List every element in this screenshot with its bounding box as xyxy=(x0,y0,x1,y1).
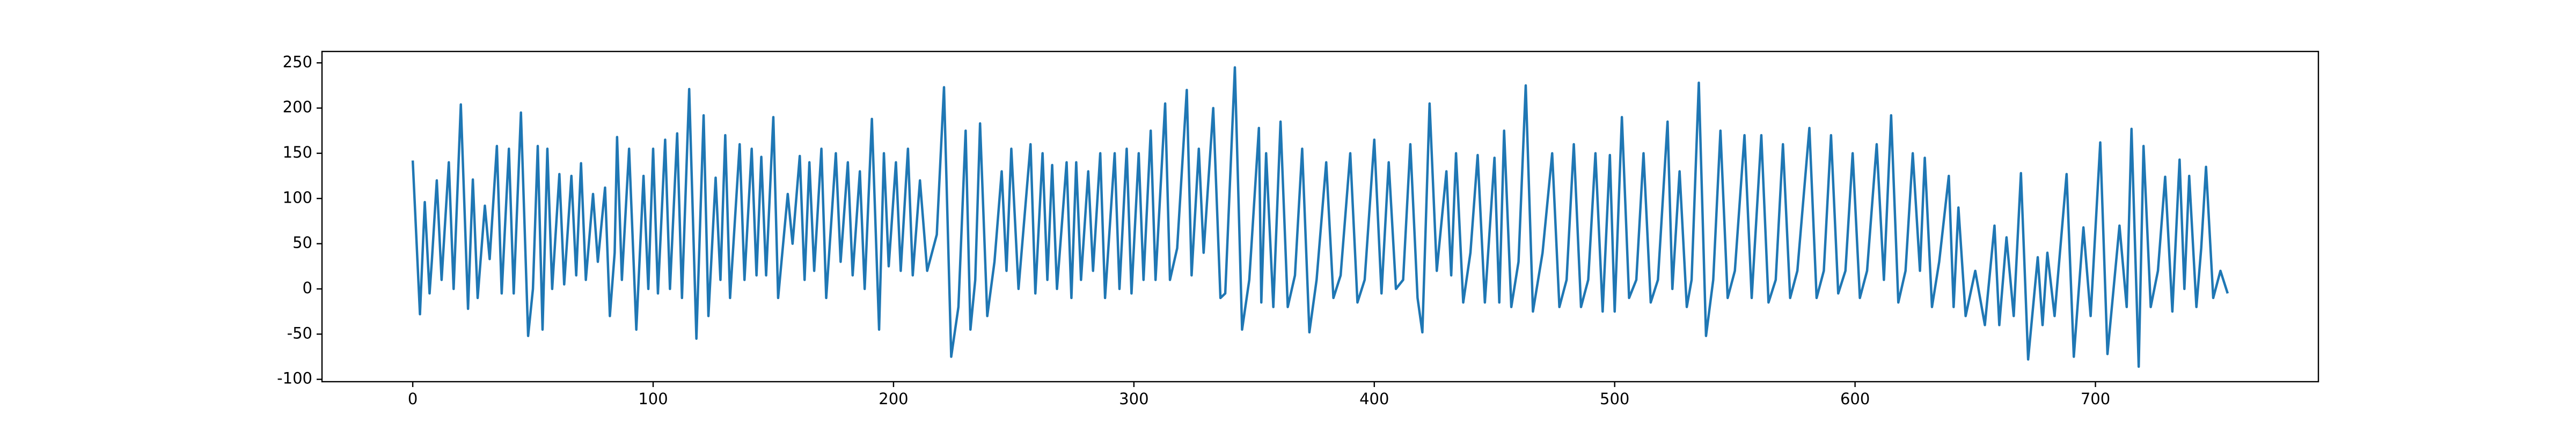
plot-frame xyxy=(321,50,2319,383)
data-line xyxy=(411,66,2229,368)
x-tick-label: 0 xyxy=(408,390,418,408)
y-tick-label: 0 xyxy=(303,279,312,297)
x-tick-label: 400 xyxy=(1359,390,1389,408)
x-tick-label: 600 xyxy=(1840,390,1870,408)
y-tick-label: 150 xyxy=(283,143,312,161)
y-tick-label: 250 xyxy=(283,53,312,71)
y-tick-label: 50 xyxy=(292,234,312,252)
x-tick-label: 100 xyxy=(638,390,668,408)
y-tick-label: -50 xyxy=(287,324,312,342)
y-tick-label: 100 xyxy=(283,188,312,206)
x-tick-label: 500 xyxy=(1600,390,1629,408)
x-tick-label: 200 xyxy=(879,390,908,408)
y-tick-label: 200 xyxy=(283,98,312,116)
x-tick-label: 300 xyxy=(1119,390,1148,408)
y-tick-label: -100 xyxy=(277,369,312,388)
x-tick-label: 700 xyxy=(2081,390,2110,408)
